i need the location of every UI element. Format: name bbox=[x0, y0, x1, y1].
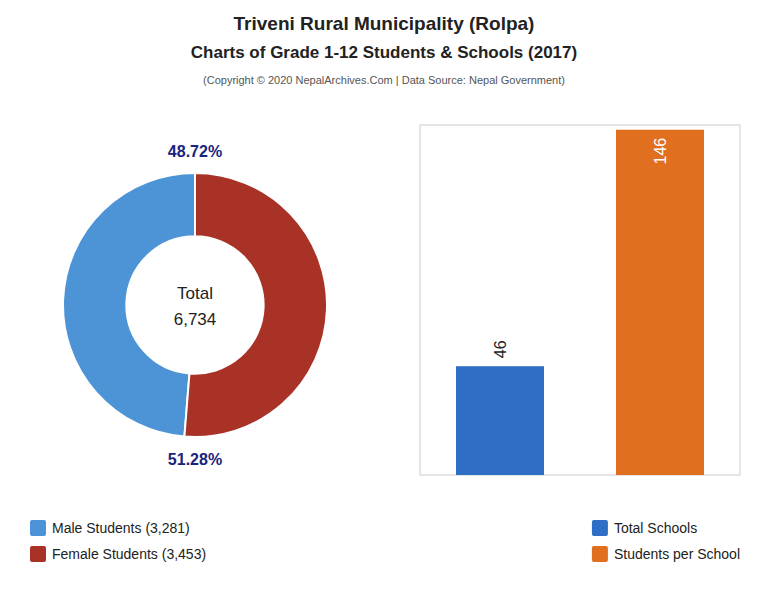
legend-item: Male Students (3,281) bbox=[30, 520, 190, 536]
legend-label: Female Students (3,453) bbox=[52, 546, 206, 562]
center-text: 6,734 bbox=[174, 310, 217, 329]
center-text: Total bbox=[177, 284, 213, 303]
chart-container: Triveni Rural Municipality (Rolpa) Charts… bbox=[0, 0, 768, 597]
bars bbox=[456, 130, 704, 475]
bar bbox=[616, 130, 704, 475]
data-label: 48.72% bbox=[168, 143, 222, 160]
legend-item: Total Schools bbox=[592, 520, 697, 536]
legend-swatch bbox=[592, 520, 608, 536]
donut-wedge bbox=[184, 173, 327, 437]
legend-item: Female Students (3,453) bbox=[30, 546, 206, 562]
legend-label: Students per School bbox=[614, 546, 740, 562]
donut-wedge bbox=[63, 173, 195, 437]
legend: Male Students (3,281) Female Students (3,… bbox=[30, 520, 206, 562]
data-label: 146 bbox=[652, 138, 669, 165]
plot-frame bbox=[420, 125, 740, 475]
data-label: 46 bbox=[492, 340, 509, 358]
legend-swatch bbox=[30, 520, 46, 536]
data-label: 51.28% bbox=[168, 451, 222, 468]
legend: Total Schools Students per School bbox=[592, 520, 740, 562]
chart-svg: Triveni Rural Municipality (Rolpa) Charts… bbox=[0, 0, 768, 597]
legend-label: Male Students (3,281) bbox=[52, 520, 190, 536]
bar bbox=[456, 366, 544, 475]
legend-label: Total Schools bbox=[614, 520, 697, 536]
donut bbox=[63, 173, 327, 437]
legend-swatch bbox=[592, 546, 608, 562]
legend-item: Students per School bbox=[592, 546, 740, 562]
title: Triveni Rural Municipality (Rolpa) bbox=[234, 13, 535, 34]
note: (Copyright © 2020 NepalArchives.Com | Da… bbox=[203, 74, 565, 86]
subtitle: Charts of Grade 1-12 Students & Schools … bbox=[191, 43, 577, 62]
legend-swatch bbox=[30, 546, 46, 562]
data-labels: 46 146 bbox=[492, 138, 669, 359]
